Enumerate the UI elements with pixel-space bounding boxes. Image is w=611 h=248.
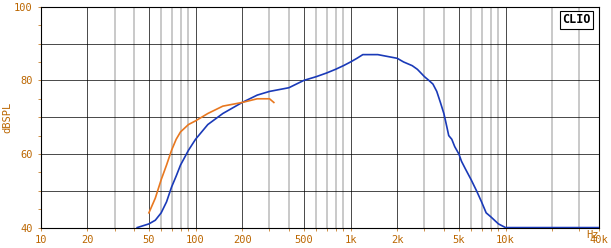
Text: CLIO: CLIO: [562, 13, 590, 26]
Y-axis label: dBSPL: dBSPL: [3, 101, 13, 133]
Text: Hz: Hz: [587, 230, 599, 240]
